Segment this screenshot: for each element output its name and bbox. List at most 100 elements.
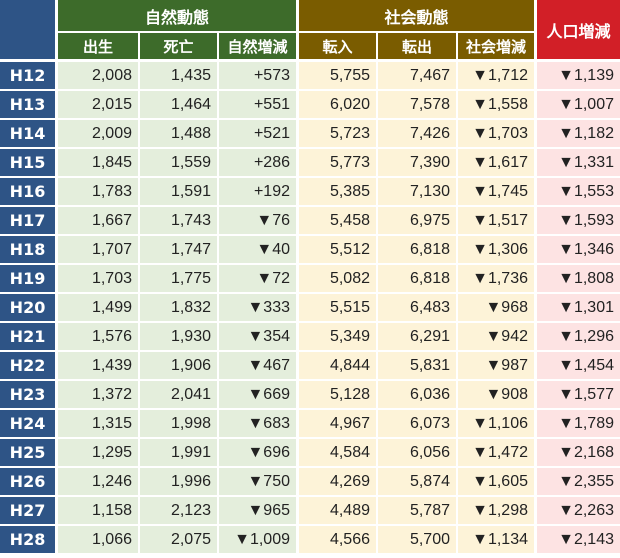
births-cell[interactable]: 2,009 <box>58 120 140 149</box>
population-change-cell[interactable]: ▼1,577 <box>537 381 620 410</box>
move-out-cell[interactable]: 5,831 <box>378 352 458 381</box>
deaths-cell[interactable]: 1,906 <box>140 352 219 381</box>
births-cell[interactable]: 1,499 <box>58 294 140 323</box>
move-in-cell[interactable]: 5,128 <box>299 381 378 410</box>
deaths-cell[interactable]: 1,930 <box>140 323 219 352</box>
births-cell[interactable]: 1,158 <box>58 497 140 526</box>
natural-change-cell[interactable]: ▼40 <box>219 236 299 265</box>
move-in-cell[interactable]: 4,489 <box>299 497 378 526</box>
social-change-cell[interactable]: ▼987 <box>458 352 537 381</box>
social-change-cell[interactable]: ▼1,106 <box>458 410 537 439</box>
deaths-cell[interactable]: 1,991 <box>140 439 219 468</box>
population-change-cell[interactable]: ▼2,263 <box>537 497 620 526</box>
deaths-cell[interactable]: 2,041 <box>140 381 219 410</box>
natural-change-cell[interactable]: ▼696 <box>219 439 299 468</box>
move-out-cell[interactable]: 7,130 <box>378 178 458 207</box>
social-change-cell[interactable]: ▼1,306 <box>458 236 537 265</box>
move-out-cell[interactable]: 5,700 <box>378 526 458 555</box>
births-cell[interactable]: 1,576 <box>58 323 140 352</box>
deaths-cell[interactable]: 1,488 <box>140 120 219 149</box>
move-in-cell[interactable]: 4,967 <box>299 410 378 439</box>
natural-change-cell[interactable]: ▼1,009 <box>219 526 299 555</box>
social-change-cell[interactable]: ▼1,712 <box>458 62 537 91</box>
social-change-cell[interactable]: ▼942 <box>458 323 537 352</box>
natural-change-cell[interactable]: +551 <box>219 91 299 120</box>
births-cell[interactable]: 1,372 <box>58 381 140 410</box>
natural-change-cell[interactable]: +573 <box>219 62 299 91</box>
move-out-cell[interactable]: 6,291 <box>378 323 458 352</box>
move-in-cell[interactable]: 5,385 <box>299 178 378 207</box>
natural-change-cell[interactable]: +521 <box>219 120 299 149</box>
population-change-cell[interactable]: ▼2,168 <box>537 439 620 468</box>
move-out-cell[interactable]: 7,426 <box>378 120 458 149</box>
natural-change-cell[interactable]: +286 <box>219 149 299 178</box>
natural-change-cell[interactable]: ▼467 <box>219 352 299 381</box>
move-out-cell[interactable]: 7,467 <box>378 62 458 91</box>
population-change-cell[interactable]: ▼2,143 <box>537 526 620 555</box>
births-cell[interactable]: 1,703 <box>58 265 140 294</box>
social-change-cell[interactable]: ▼1,558 <box>458 91 537 120</box>
population-change-cell[interactable]: ▼1,346 <box>537 236 620 265</box>
move-out-cell[interactable]: 6,818 <box>378 236 458 265</box>
move-in-cell[interactable]: 5,458 <box>299 207 378 236</box>
population-change-cell[interactable]: ▼1,553 <box>537 178 620 207</box>
deaths-cell[interactable]: 1,464 <box>140 91 219 120</box>
births-cell[interactable]: 2,015 <box>58 91 140 120</box>
natural-change-cell[interactable]: ▼669 <box>219 381 299 410</box>
move-in-cell[interactable]: 5,723 <box>299 120 378 149</box>
natural-change-cell[interactable]: +192 <box>219 178 299 207</box>
population-change-cell[interactable]: ▼1,296 <box>537 323 620 352</box>
deaths-cell[interactable]: 1,559 <box>140 149 219 178</box>
natural-change-cell[interactable]: ▼750 <box>219 468 299 497</box>
births-cell[interactable]: 1,845 <box>58 149 140 178</box>
population-change-cell[interactable]: ▼1,454 <box>537 352 620 381</box>
move-in-cell[interactable]: 4,269 <box>299 468 378 497</box>
natural-change-cell[interactable]: ▼72 <box>219 265 299 294</box>
move-out-cell[interactable]: 7,390 <box>378 149 458 178</box>
social-change-cell[interactable]: ▼1,517 <box>458 207 537 236</box>
move-out-cell[interactable]: 6,483 <box>378 294 458 323</box>
births-cell[interactable]: 1,295 <box>58 439 140 468</box>
natural-change-cell[interactable]: ▼76 <box>219 207 299 236</box>
deaths-cell[interactable]: 1,996 <box>140 468 219 497</box>
population-change-cell[interactable]: ▼1,007 <box>537 91 620 120</box>
social-change-cell[interactable]: ▼1,472 <box>458 439 537 468</box>
move-in-cell[interactable]: 5,349 <box>299 323 378 352</box>
births-cell[interactable]: 1,667 <box>58 207 140 236</box>
deaths-cell[interactable]: 1,832 <box>140 294 219 323</box>
population-change-cell[interactable]: ▼1,593 <box>537 207 620 236</box>
births-cell[interactable]: 1,066 <box>58 526 140 555</box>
move-in-cell[interactable]: 5,512 <box>299 236 378 265</box>
deaths-cell[interactable]: 2,123 <box>140 497 219 526</box>
births-cell[interactable]: 1,439 <box>58 352 140 381</box>
social-change-cell[interactable]: ▼1,134 <box>458 526 537 555</box>
social-change-cell[interactable]: ▼1,605 <box>458 468 537 497</box>
social-change-cell[interactable]: ▼1,745 <box>458 178 537 207</box>
population-change-cell[interactable]: ▼1,789 <box>537 410 620 439</box>
social-change-cell[interactable]: ▼1,736 <box>458 265 537 294</box>
deaths-cell[interactable]: 1,743 <box>140 207 219 236</box>
natural-change-cell[interactable]: ▼333 <box>219 294 299 323</box>
births-cell[interactable]: 1,315 <box>58 410 140 439</box>
natural-change-cell[interactable]: ▼965 <box>219 497 299 526</box>
natural-change-cell[interactable]: ▼354 <box>219 323 299 352</box>
natural-change-cell[interactable]: ▼683 <box>219 410 299 439</box>
move-out-cell[interactable]: 5,874 <box>378 468 458 497</box>
population-change-cell[interactable]: ▼1,808 <box>537 265 620 294</box>
deaths-cell[interactable]: 1,591 <box>140 178 219 207</box>
births-cell[interactable]: 2,008 <box>58 62 140 91</box>
deaths-cell[interactable]: 1,998 <box>140 410 219 439</box>
move-in-cell[interactable]: 4,566 <box>299 526 378 555</box>
move-in-cell[interactable]: 5,515 <box>299 294 378 323</box>
population-change-cell[interactable]: ▼1,182 <box>537 120 620 149</box>
move-in-cell[interactable]: 4,584 <box>299 439 378 468</box>
population-change-cell[interactable]: ▼1,139 <box>537 62 620 91</box>
population-change-cell[interactable]: ▼1,301 <box>537 294 620 323</box>
move-out-cell[interactable]: 6,818 <box>378 265 458 294</box>
social-change-cell[interactable]: ▼1,617 <box>458 149 537 178</box>
move-out-cell[interactable]: 7,578 <box>378 91 458 120</box>
births-cell[interactable]: 1,783 <box>58 178 140 207</box>
deaths-cell[interactable]: 2,075 <box>140 526 219 555</box>
deaths-cell[interactable]: 1,775 <box>140 265 219 294</box>
move-out-cell[interactable]: 6,073 <box>378 410 458 439</box>
